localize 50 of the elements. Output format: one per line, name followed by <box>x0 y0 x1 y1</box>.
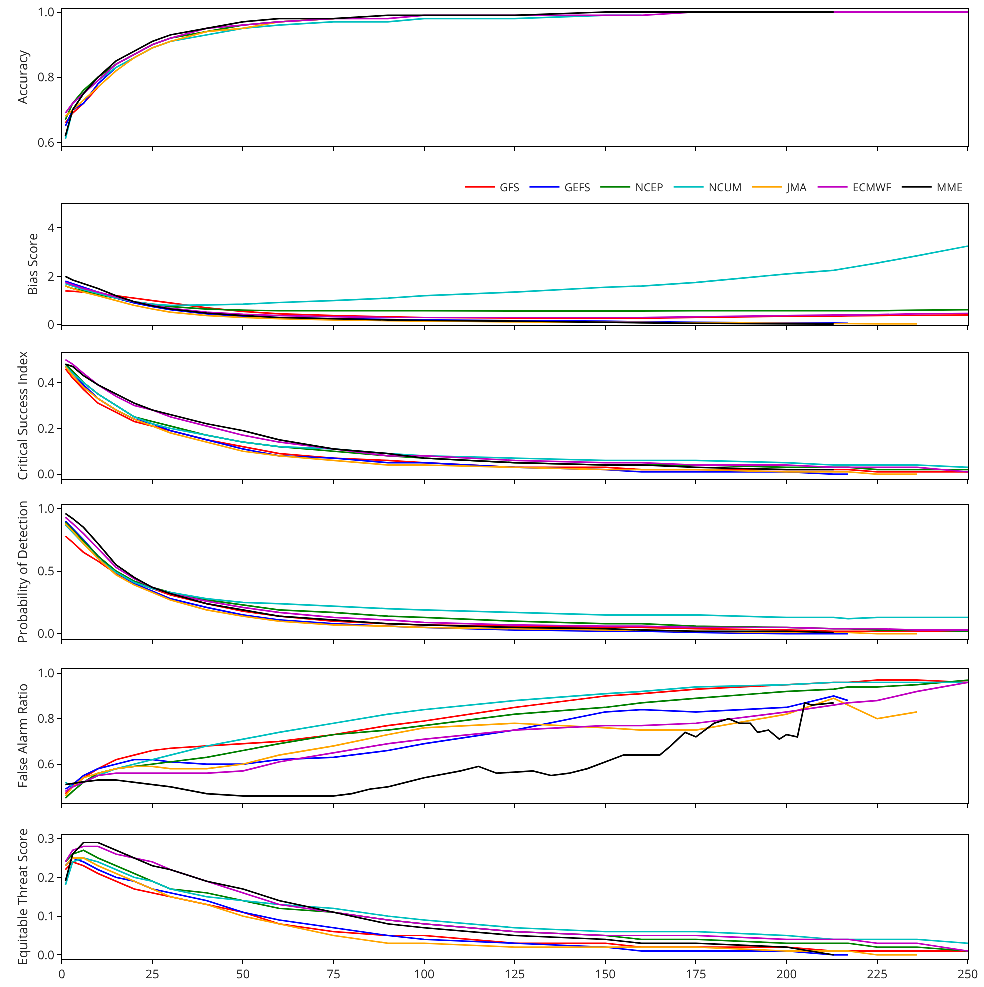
x-tick-label: 25 <box>146 965 160 982</box>
legend-label: ECMWF <box>852 180 892 196</box>
line-series <box>64 246 968 306</box>
y-tick-label: 2 <box>48 268 55 285</box>
legend-label: JMA <box>786 180 807 196</box>
x-tick-label: 250 <box>958 965 978 982</box>
x-tick-label: 0 <box>58 965 66 982</box>
y-tick-label: 4 <box>48 219 55 236</box>
line-series <box>64 285 918 325</box>
y-axis-title: Bias Score <box>24 233 42 296</box>
y-tick-label: 0.0 <box>38 625 55 642</box>
x-tick-label: 175 <box>686 965 707 982</box>
y-tick-label: 0.2 <box>38 868 55 886</box>
y-tick-label: 1.0 <box>38 3 55 20</box>
x-tick-label: 50 <box>236 965 250 982</box>
legend-label: NCUM <box>708 180 742 196</box>
y-axis-title: Probability of Detection <box>14 500 32 644</box>
legend-label: GFS <box>500 180 520 196</box>
x-tick-label: 200 <box>776 965 798 982</box>
line-series <box>64 11 835 138</box>
legend-label: NCEP <box>636 180 664 196</box>
y-tick-label: 0.3 <box>38 830 55 848</box>
y-tick-label: 0.5 <box>38 562 55 580</box>
line-series <box>64 282 968 319</box>
legend-label: MME <box>936 180 963 196</box>
legend-label: GEFS <box>564 180 591 196</box>
y-tick-label: 0.4 <box>38 374 55 391</box>
x-tick-label: 100 <box>414 965 435 982</box>
x-tick-label: 125 <box>504 965 526 982</box>
line-series <box>64 290 968 320</box>
y-tick-label: 0.0 <box>38 946 55 964</box>
x-tick-label: 150 <box>595 965 616 982</box>
y-tick-label: 0 <box>48 316 55 334</box>
y-tick-label: 0.2 <box>38 420 55 437</box>
y-axis-title: Accuracy <box>14 50 32 104</box>
y-tick-label: 1.0 <box>38 500 55 517</box>
y-tick-label: 0.8 <box>38 68 55 86</box>
x-tick-label: 75 <box>326 965 341 982</box>
line-series <box>64 66 118 128</box>
line-series <box>64 86 100 124</box>
y-tick-label: 0.8 <box>38 710 55 728</box>
y-tick-label: 0.6 <box>38 134 55 151</box>
y-tick-label: 0.1 <box>38 908 55 925</box>
y-tick-label: 0.6 <box>38 756 55 773</box>
y-axis-title: False Alarm Ratio <box>14 684 32 788</box>
y-tick-label: 0.0 <box>38 466 55 483</box>
y-tick-label: 1.0 <box>38 664 55 682</box>
y-axis-title: Critical Success Index <box>14 351 32 481</box>
y-axis-title: Equitable Threat Score <box>14 828 32 966</box>
x-tick-label: 225 <box>867 965 888 982</box>
